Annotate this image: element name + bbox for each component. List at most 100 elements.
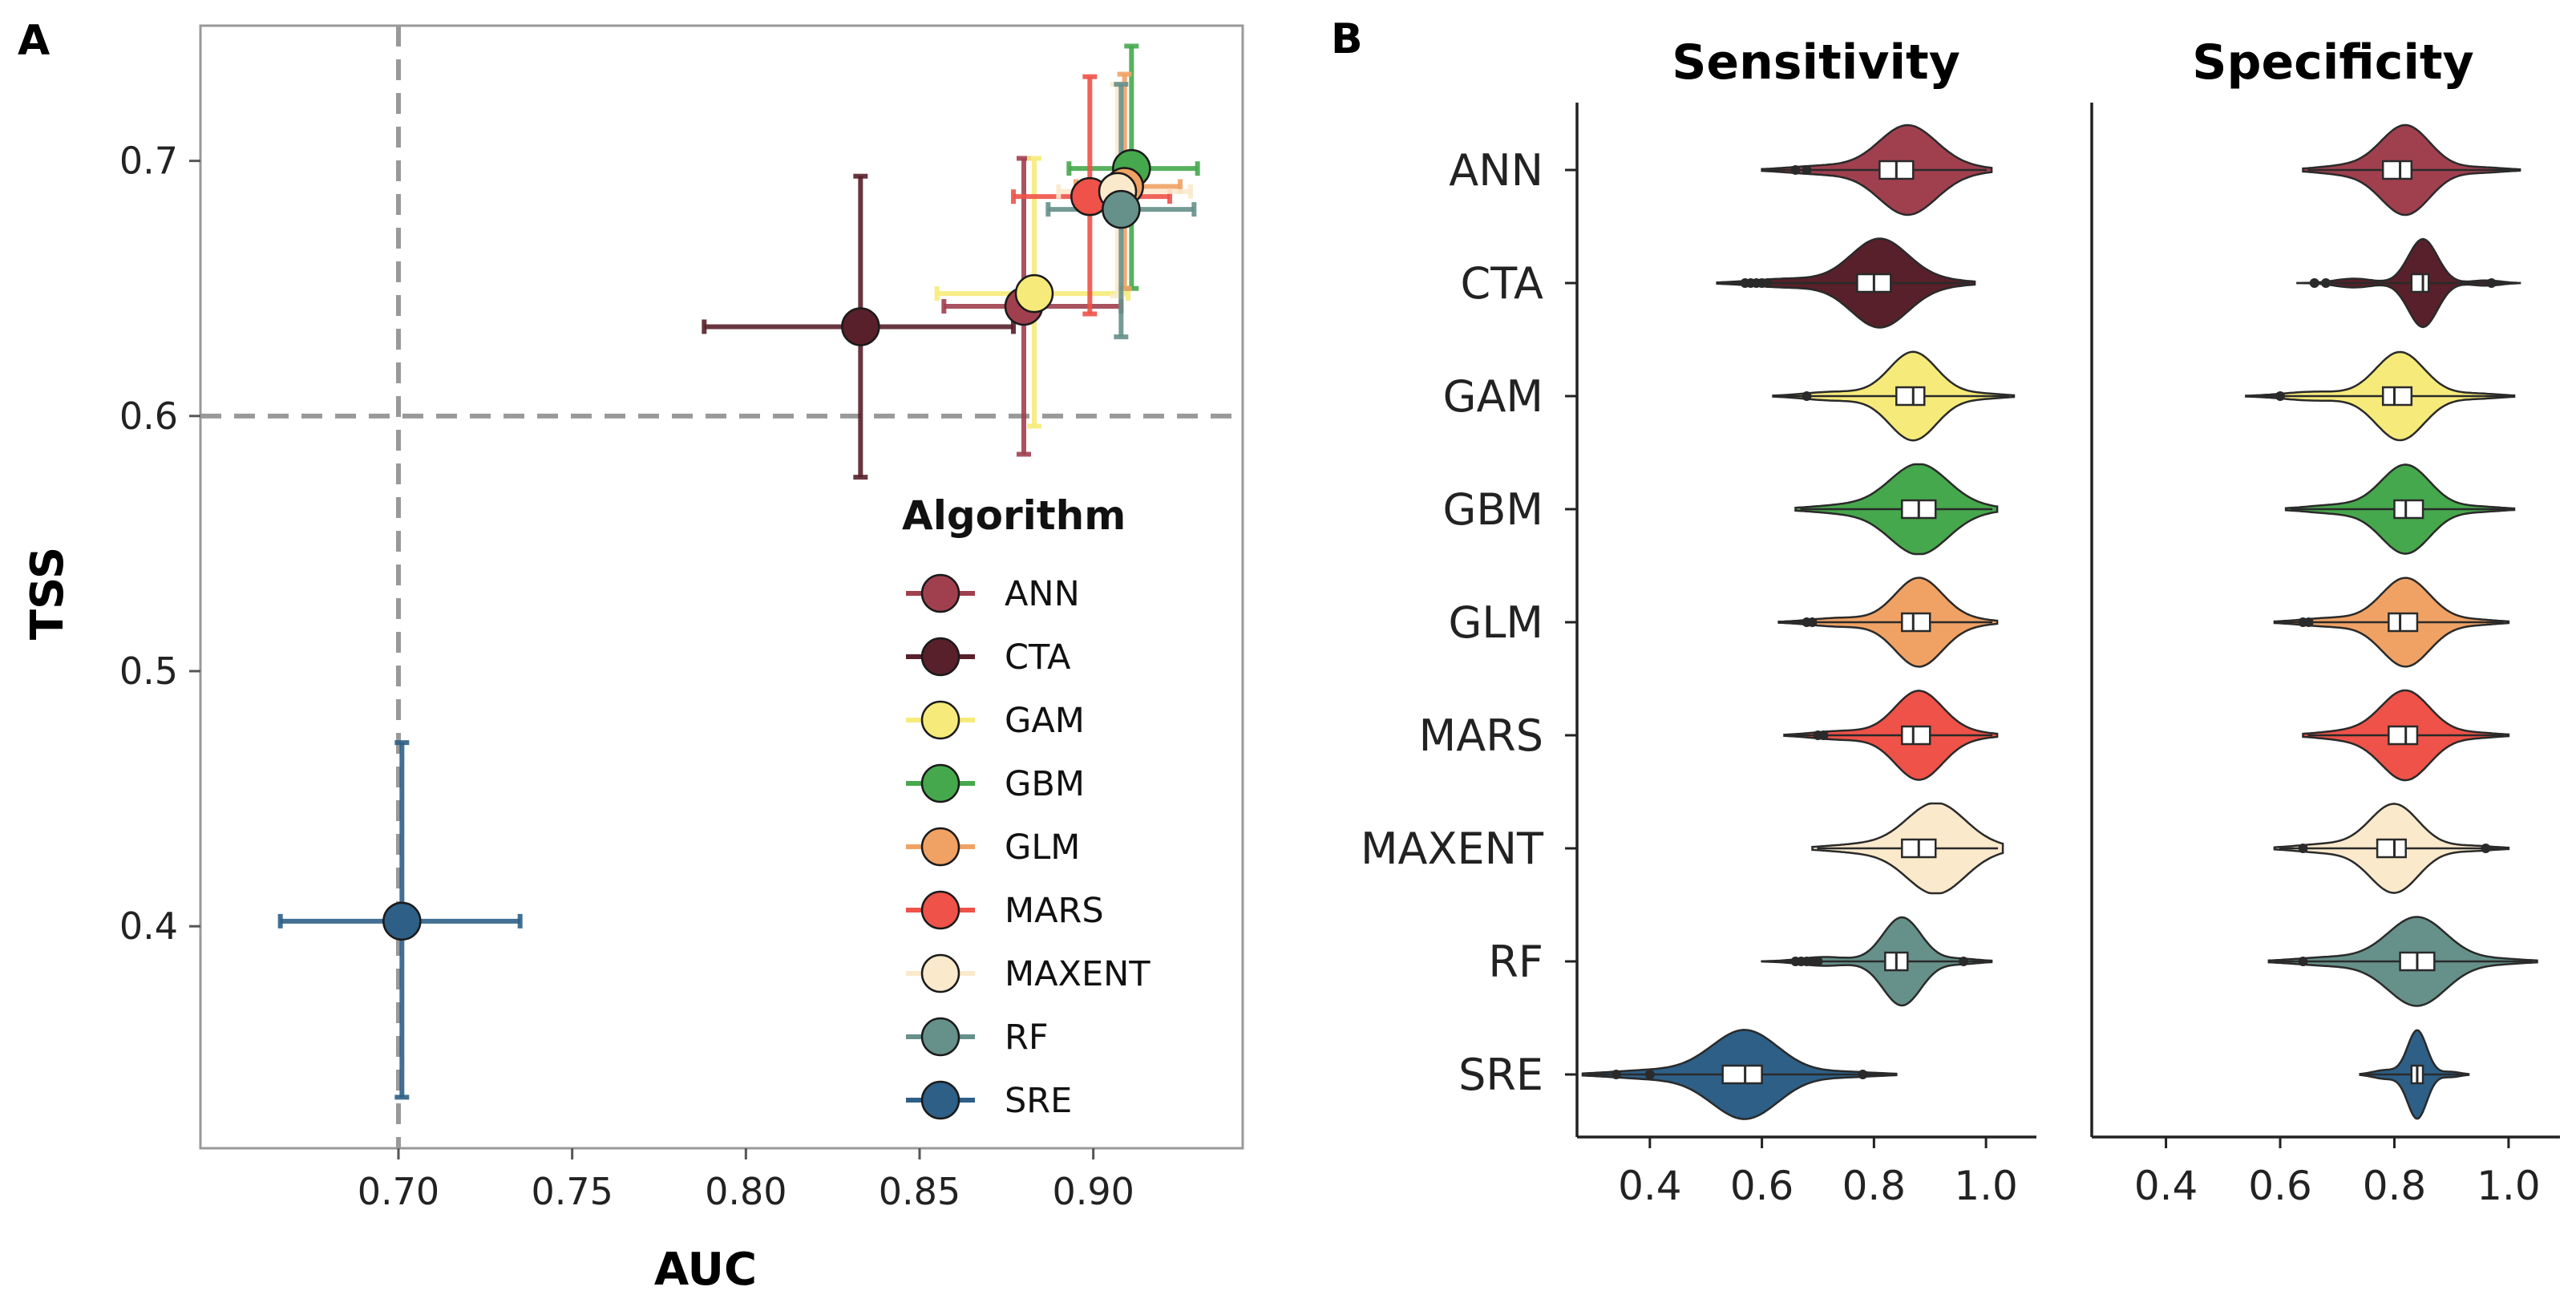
iqr-box <box>2388 612 2419 633</box>
x-tick-label: 0.6 <box>2248 1163 2312 1209</box>
iqr-box <box>2393 499 2424 520</box>
category-label-mars: MARS <box>1419 710 1543 761</box>
outlier-point <box>1790 165 1801 175</box>
violin-specificity-sre <box>2359 1029 2470 1120</box>
legend-label-ann: ANN <box>1005 574 1080 614</box>
violin-specificity-rf <box>2267 916 2538 1007</box>
outlier-point <box>2275 391 2286 401</box>
violin-specificity-mars <box>2302 689 2510 782</box>
category-label-ann: ANN <box>1449 145 1543 196</box>
panel-a-scatter: 0.70 0.75 0.80 0.85 0.90 0.4 0.5 0.6 0.7 Algorith… <box>119 24 1244 1213</box>
x-tick-label: 0.85 <box>879 1170 960 1213</box>
x-tick-label: 1.0 <box>1954 1163 2018 1209</box>
y-tick-label: 0.4 <box>119 904 178 948</box>
violin-sensitivity-cta <box>1716 237 1976 329</box>
legend-title: Algorithm <box>902 492 1126 539</box>
legend-key-point <box>920 637 960 677</box>
legend-label-gam: GAM <box>1005 701 1085 741</box>
sensitivity-title: Sensitivity <box>1672 34 1960 91</box>
x-axis-label: AUC <box>654 1244 757 1296</box>
panel-b-label: B <box>1331 15 1363 63</box>
y-tick-label: 0.5 <box>119 649 178 693</box>
outlier-point <box>1807 617 1818 627</box>
category-label-gbm: GBM <box>1443 484 1543 535</box>
iqr-box <box>1895 386 1926 407</box>
category-label-cta: CTA <box>1461 258 1543 309</box>
outlier-point <box>1802 391 1812 401</box>
outlier-point <box>1813 957 1823 966</box>
x-tick-label: 0.75 <box>531 1170 613 1213</box>
y-tick-label: 0.6 <box>119 395 178 438</box>
legend-label-mars: MARS <box>1005 891 1104 931</box>
violin-specificity-ann <box>2302 123 2521 216</box>
legend-label-cta: CTA <box>1005 637 1071 678</box>
point-sre <box>382 901 422 941</box>
violin-sensitivity-gbm <box>1794 463 1999 556</box>
outlier-point <box>1644 1070 1655 1079</box>
x-tick-label: 0.6 <box>1730 1163 1794 1209</box>
violin-sensitivity-glm <box>1777 577 1999 668</box>
violin-sensitivity-maxent <box>1811 802 2004 895</box>
outlier-point <box>2486 278 2497 288</box>
violin-sensitivity-gam <box>1772 350 2016 442</box>
iqr-box <box>1901 725 1931 746</box>
panel-b-violins: ANN CTA GAM GBM GLM MARS MAXENT RF SRE 0.4 0.6 0.8 1… <box>1361 103 2560 1209</box>
outlier-point <box>2303 617 2314 627</box>
outlier-point <box>1762 278 1773 288</box>
x-tick-label: 0.4 <box>1618 1163 1682 1209</box>
point-gam <box>1014 273 1054 314</box>
violin-sensitivity-sre <box>1581 1029 1898 1120</box>
violin-specificity-maxent <box>2273 803 2510 894</box>
outlier-point <box>2481 844 2491 853</box>
category-label-sre: SRE <box>1458 1050 1543 1100</box>
x-tick-label: 0.80 <box>705 1170 787 1213</box>
violin-specificity-glm <box>2273 577 2510 668</box>
outlier-point <box>2309 278 2319 288</box>
specificity-title: Specificity <box>2192 34 2473 91</box>
iqr-box <box>1901 612 1931 633</box>
violin-sensitivity-ann <box>1761 123 1993 216</box>
legend-key-point <box>920 890 960 930</box>
category-label-maxent: MAXENT <box>1361 823 1544 874</box>
legend-key-point <box>920 1017 960 1057</box>
x-tick-label: 0.8 <box>1842 1163 1907 1209</box>
category-label-glm: GLM <box>1448 597 1543 648</box>
outlier-point <box>2298 844 2308 853</box>
violin-sensitivity-mars <box>1783 690 1999 781</box>
point-cta <box>841 307 880 346</box>
outlier-point <box>1818 730 1829 740</box>
iqr-box <box>1721 1064 1763 1085</box>
category-label-gam: GAM <box>1443 371 1543 422</box>
legend-label-rf: RF <box>1005 1018 1049 1058</box>
legend-key-point <box>920 953 960 993</box>
point-rf <box>1102 189 1141 229</box>
legend-label-glm: GLM <box>1005 827 1080 868</box>
legend-label-sre: SRE <box>1005 1081 1072 1121</box>
violin-sensitivity-rf <box>1761 916 1993 1007</box>
outlier-point <box>1959 957 1969 966</box>
x-tick-label: 0.4 <box>2134 1163 2198 1209</box>
outlier-point <box>1802 165 1812 175</box>
outlier-point <box>2321 278 2331 288</box>
legend-label-gbm: GBM <box>1005 764 1085 804</box>
panel-a-label: A <box>18 17 50 65</box>
y-tick-label: 0.7 <box>119 140 178 183</box>
legend-key-point <box>920 827 960 867</box>
x-tick-label: 1.0 <box>2477 1163 2541 1209</box>
x-tick-label: 0.90 <box>1052 1170 1134 1213</box>
legend-label-maxent: MAXENT <box>1005 954 1151 994</box>
violin-specificity-cta <box>2296 237 2521 329</box>
outlier-point <box>1858 1070 1868 1079</box>
y-axis-label: TSS <box>22 547 74 640</box>
legend-key-point <box>920 1080 960 1120</box>
category-label-rf: RF <box>1488 937 1543 987</box>
legend-key-point <box>920 700 960 740</box>
plot-frame <box>199 24 1244 1150</box>
outlier-point <box>1611 1070 1621 1079</box>
legend-key-point <box>920 573 960 613</box>
iqr-box <box>2410 273 2430 293</box>
x-tick-label: 0.70 <box>358 1170 439 1213</box>
legend-key-point <box>920 763 960 803</box>
facet-sensitivity: 0.4 0.6 0.8 1.0 <box>1575 103 2036 1209</box>
